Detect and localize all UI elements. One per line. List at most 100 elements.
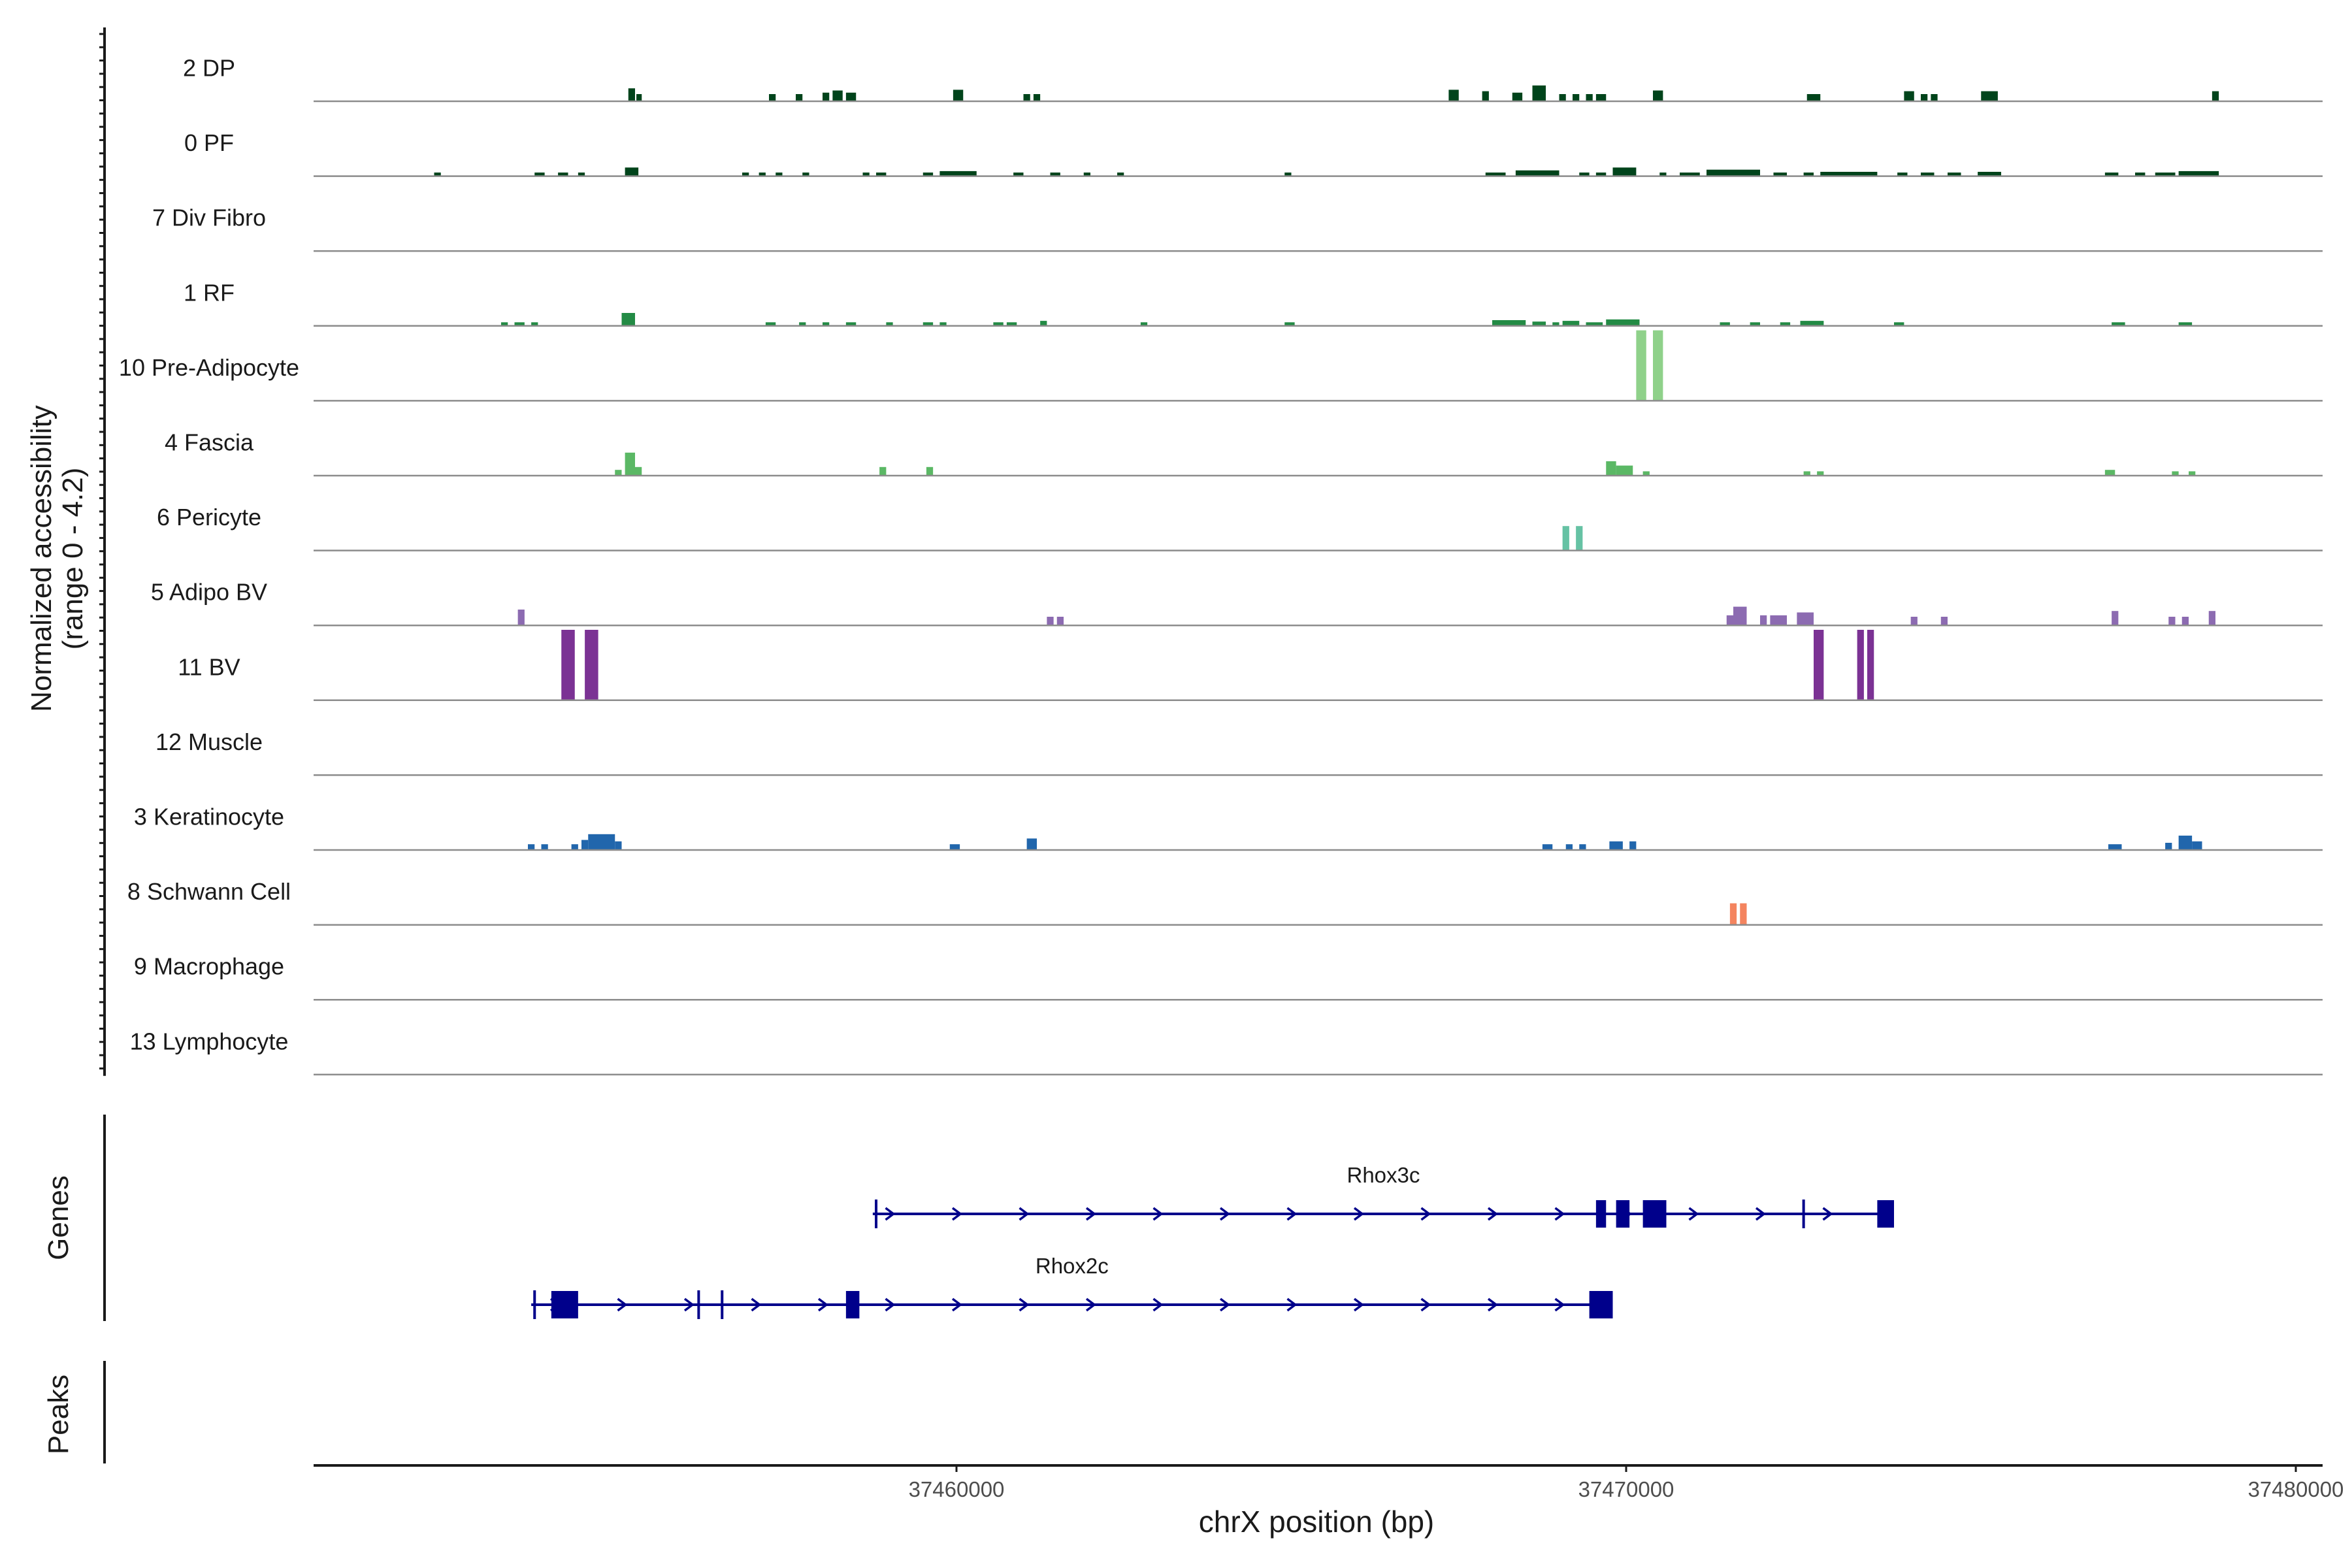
strand-arrow xyxy=(1420,1298,1431,1312)
coverage-peak xyxy=(1047,617,1054,626)
coverage-peak xyxy=(1894,322,1904,326)
x-tick-label: 37460000 xyxy=(909,1477,1005,1501)
coverage-peak xyxy=(2189,471,2196,476)
coverage-peak xyxy=(1729,903,1737,925)
coverage-peak xyxy=(1750,322,1760,326)
coverage-peak xyxy=(1579,844,1586,850)
coverage-peak xyxy=(1733,606,1747,626)
coverage-peak xyxy=(862,172,870,176)
coverage-peak xyxy=(1562,526,1569,551)
coverage-peak xyxy=(1800,321,1824,326)
coverage-peak xyxy=(1448,90,1459,101)
coverage-peak xyxy=(2112,611,2119,626)
coverage-peak xyxy=(759,172,766,176)
track-label: 3 Keratinocyte xyxy=(134,804,284,830)
coverage-peak xyxy=(1616,465,1633,476)
strand-arrow xyxy=(817,1298,828,1312)
strand-arrow xyxy=(1554,1298,1565,1312)
track: 10 Pre-Adipocyte xyxy=(119,330,2323,402)
coverage-peak xyxy=(558,172,568,176)
coverage-peak xyxy=(1726,615,1733,626)
track: 8 Schwann Cell xyxy=(127,878,2323,926)
coverage-peak xyxy=(1760,615,1767,626)
gene-label: Rhox3c xyxy=(1347,1163,1420,1187)
track-label: 7 Div Fibro xyxy=(152,204,266,231)
coverage-peak xyxy=(1680,172,1700,176)
track-label: 1 RF xyxy=(184,279,235,306)
exon xyxy=(845,1291,860,1318)
coverage-peak xyxy=(1512,92,1523,101)
coverage-peak xyxy=(993,322,1004,326)
coverage-peak xyxy=(742,172,749,176)
coverage-peak xyxy=(1606,319,1640,326)
coverage-peak xyxy=(1948,172,1961,176)
coverage-peak xyxy=(621,313,635,326)
coverage-peak xyxy=(845,322,857,326)
coverage-peak xyxy=(1573,94,1580,101)
track: 4 Fascia xyxy=(165,429,2323,477)
coverage-peak xyxy=(765,322,776,326)
strand-arrow xyxy=(1152,1207,1164,1221)
coverage-peak xyxy=(1586,94,1593,101)
strand-arrow xyxy=(1085,1298,1096,1312)
strand-arrow xyxy=(1286,1298,1298,1312)
peaks-panel-label: Peaks xyxy=(42,1375,74,1454)
coverage-peak xyxy=(1921,172,1935,176)
coverage-peak xyxy=(571,844,578,850)
y-axis-label: Normalized accessibility xyxy=(25,405,57,711)
coverage-peak xyxy=(1040,321,1047,326)
exon xyxy=(551,1291,578,1318)
strand-arrow xyxy=(1219,1207,1230,1221)
strand-arrow xyxy=(1755,1207,1766,1221)
coverage-peak xyxy=(1803,172,1814,176)
coverage-peak xyxy=(1026,838,1037,850)
coverage-peak xyxy=(1940,617,1948,626)
coverage-peak xyxy=(1636,330,1646,401)
axis-layer: 37460000 37470000 37480000 xyxy=(99,27,2344,1501)
coverage-peak xyxy=(1013,172,1024,176)
strand-arrow xyxy=(1019,1298,1030,1312)
coverage-peak xyxy=(578,172,585,176)
coverage-peak xyxy=(534,172,545,176)
track-label: 13 Lymphocyte xyxy=(130,1028,289,1054)
coverage-peak xyxy=(561,630,575,700)
exon xyxy=(1642,1200,1667,1228)
track-label: 11 BV xyxy=(178,653,240,680)
track-label: 4 Fascia xyxy=(165,429,254,456)
coverage-peak xyxy=(2104,172,2119,176)
coverage-peak xyxy=(1629,841,1637,850)
track: 13 Lymphocyte xyxy=(130,1028,2323,1076)
coverage-peak xyxy=(1867,630,1874,700)
gene-model: Rhox3c xyxy=(872,1163,1894,1228)
coverage-peak xyxy=(1820,172,1878,176)
exon xyxy=(1616,1200,1630,1228)
coverage-peak xyxy=(628,88,635,101)
coverage-peak xyxy=(625,167,639,176)
coverage-peak xyxy=(2178,171,2219,176)
coverage-peak xyxy=(823,322,830,326)
coverage-peak xyxy=(1740,903,1747,925)
coverage-peak xyxy=(1797,612,1814,626)
strand-arrow xyxy=(751,1298,762,1312)
coverage-peak xyxy=(1515,170,1560,176)
strand-arrow xyxy=(1554,1207,1565,1221)
coverage-peak xyxy=(517,610,525,626)
coverage-peak xyxy=(585,630,598,700)
strand-arrow xyxy=(1822,1207,1833,1221)
coverage-peak xyxy=(1904,91,1914,101)
x-tick-label: 37480000 xyxy=(2248,1477,2344,1501)
strand-arrow xyxy=(1487,1207,1498,1221)
strand-arrow xyxy=(1420,1207,1431,1221)
coverage-peak xyxy=(769,94,776,101)
coverage-peak xyxy=(1612,167,1637,176)
coverage-peak xyxy=(776,172,783,176)
coverage-peak xyxy=(802,172,809,176)
track: 11 BV xyxy=(178,630,2323,702)
coverage-peak xyxy=(1562,321,1580,326)
track-label: 2 DP xyxy=(183,55,235,82)
coverage-peak xyxy=(1050,172,1060,176)
coverage-peak xyxy=(823,92,830,101)
coverage-peak xyxy=(1659,172,1667,176)
coverage-peak xyxy=(635,466,642,476)
